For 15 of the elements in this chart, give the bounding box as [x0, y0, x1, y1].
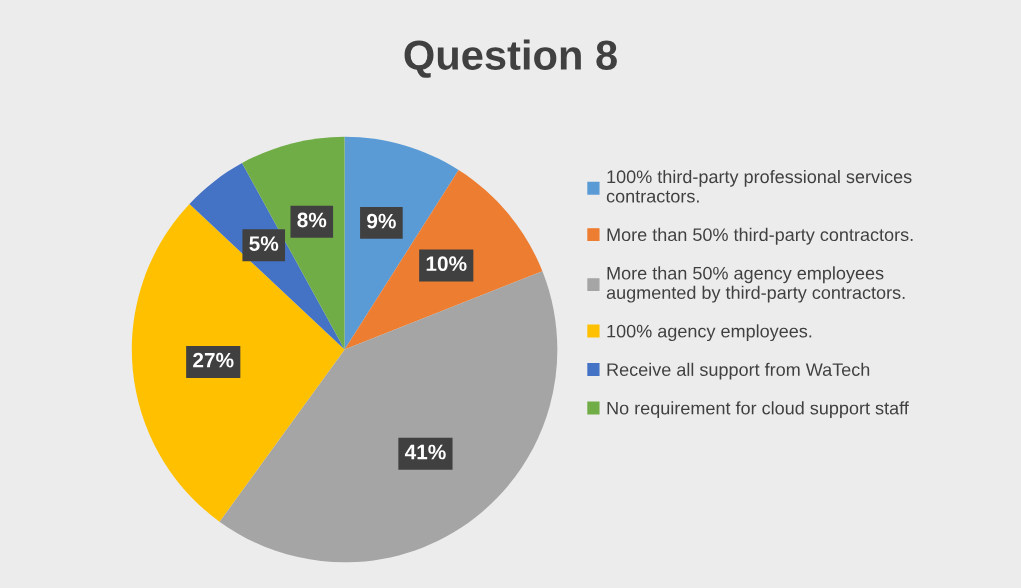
legend-label: No requirement for cloud support staff [607, 401, 909, 419]
pie-slice [344, 169, 543, 350]
data-label: 27% [193, 352, 234, 368]
data-label: 10% [426, 256, 467, 272]
data-label: 9% [367, 213, 396, 229]
data-label: 8% [297, 212, 327, 228]
data-label: 41% [404, 444, 446, 460]
legend-label: 100% third-party professional services contractors. [606, 169, 912, 203]
data-label: 5% [249, 236, 279, 251]
legend-label: Receive all support from WaTech [607, 362, 870, 380]
chart-title: Question 8 [404, 39, 617, 78]
legend-label: 100% agency employees. [607, 324, 812, 342]
legend-label: More than 50% agency employees augmented by third-party contractors. [606, 266, 905, 303]
legend-label: More than 50% third-party contractors. [607, 227, 913, 245]
pie-slice [131, 203, 345, 522]
